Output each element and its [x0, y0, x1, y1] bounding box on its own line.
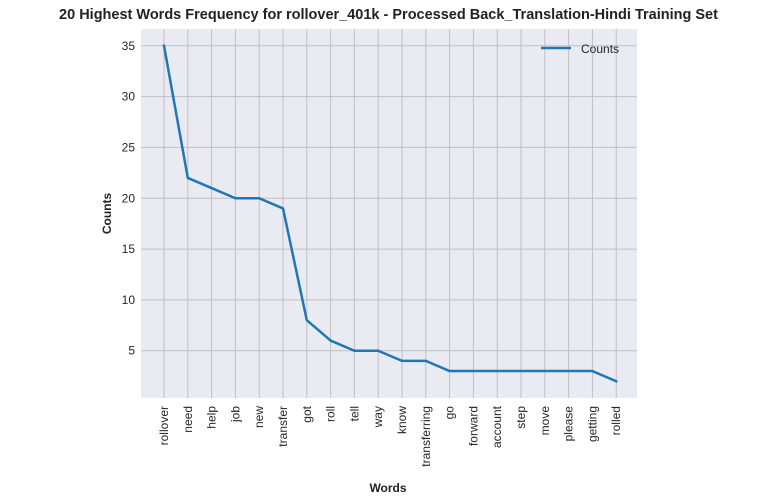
data-point	[567, 370, 570, 373]
y-tick-label: 35	[122, 39, 136, 53]
y-tick-label: 25	[122, 140, 136, 154]
x-axis: rollover need help job new transfer got roll tel…	[157, 405, 623, 466]
data-point	[472, 370, 475, 373]
y-axis: 5 10 15 20 25 30 35	[122, 39, 136, 358]
data-point	[591, 370, 594, 373]
x-tick-label: transfer	[276, 406, 290, 447]
data-point	[496, 370, 499, 373]
data-point	[353, 349, 356, 352]
x-tick-label: job	[228, 406, 242, 423]
data-point	[401, 359, 403, 362]
data-point	[615, 380, 618, 383]
data-point	[329, 339, 332, 342]
x-tick-label: way	[371, 406, 385, 428]
y-tick-label: 15	[122, 242, 136, 256]
x-tick-label: help	[205, 406, 219, 429]
x-tick-label: roll	[324, 406, 338, 422]
data-point	[424, 359, 427, 362]
data-point	[520, 370, 522, 373]
legend-label-counts: Counts	[581, 42, 619, 56]
x-tick-label: rollover	[157, 406, 171, 445]
data-point	[186, 176, 189, 179]
data-point	[210, 187, 213, 190]
y-tick-label: 10	[122, 293, 136, 307]
x-tick-label: need	[181, 406, 195, 433]
x-tick-label: account	[490, 405, 504, 448]
x-tick-label: know	[395, 406, 409, 434]
x-tick-label: getting	[585, 406, 599, 442]
x-tick-label: new	[252, 406, 266, 428]
data-point	[448, 370, 451, 373]
x-tick-label: forward	[466, 406, 480, 446]
y-tick-label: 20	[122, 191, 136, 205]
data-point	[543, 370, 546, 373]
y-tick-label: 5	[128, 344, 135, 358]
series-layer	[162, 44, 618, 383]
data-point	[163, 44, 165, 47]
plot-area	[141, 29, 637, 398]
x-tick-label: rolled	[609, 406, 623, 435]
grid	[141, 29, 637, 398]
data-point	[305, 319, 308, 322]
chart-title: 20 Highest Words Frequency for rollover_…	[59, 7, 718, 23]
data-point	[377, 349, 380, 352]
y-tick-label: 30	[122, 90, 136, 104]
x-tick-label: go	[443, 406, 457, 420]
data-point	[258, 197, 261, 200]
data-point	[234, 197, 237, 200]
x-tick-label: move	[538, 406, 552, 436]
x-tick-label: transferring	[419, 406, 433, 467]
y-axis-label: Counts	[100, 193, 114, 235]
x-tick-label: step	[514, 406, 528, 429]
x-tick-label: tell	[347, 406, 361, 421]
x-tick-label: got	[300, 405, 314, 422]
legend: Counts	[541, 42, 619, 56]
data-point	[282, 207, 284, 210]
series-line-counts	[162, 44, 618, 383]
x-axis-label: Words	[369, 481, 406, 495]
x-tick-label: please	[562, 406, 576, 442]
